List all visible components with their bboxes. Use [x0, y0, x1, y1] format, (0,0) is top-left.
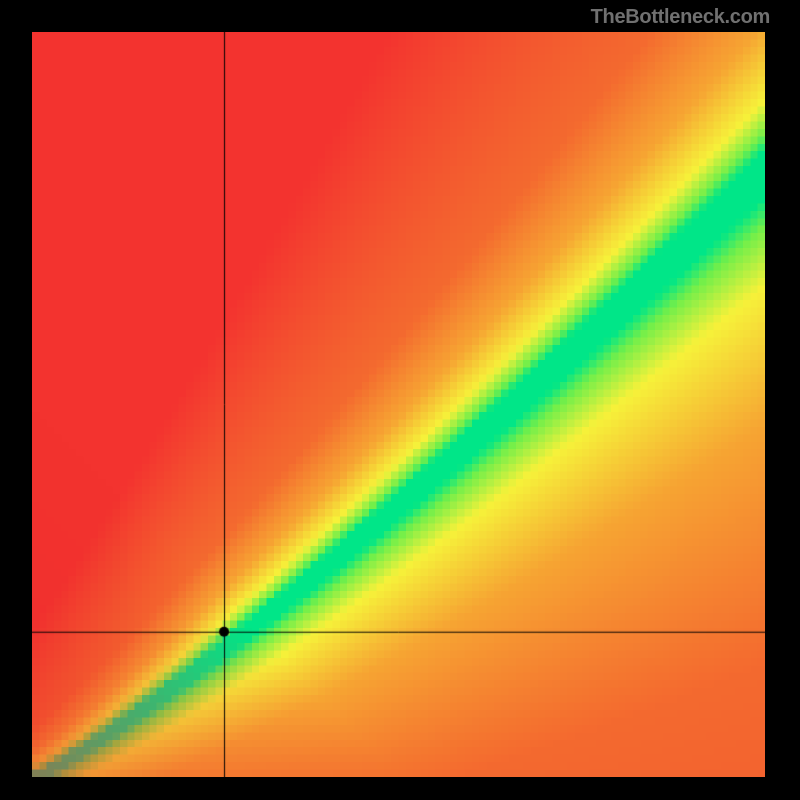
- chart-container: TheBottleneck.com: [0, 0, 800, 800]
- crosshair-overlay: [32, 32, 765, 777]
- source-watermark: TheBottleneck.com: [591, 6, 770, 29]
